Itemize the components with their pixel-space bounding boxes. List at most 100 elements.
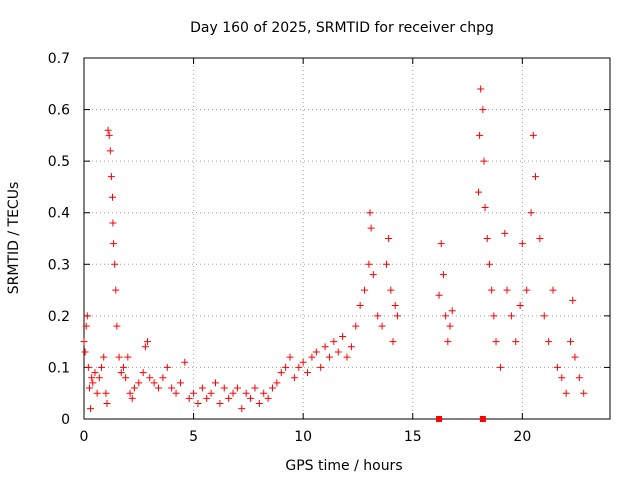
- data-point: [220, 384, 228, 392]
- y-tick-label: 0.1: [48, 360, 70, 376]
- data-points: [80, 85, 588, 413]
- data-point: [102, 389, 110, 397]
- data-point: [477, 85, 485, 93]
- grid-lines: [84, 58, 610, 419]
- data-point: [540, 312, 548, 320]
- x-tick-label: 5: [189, 429, 198, 445]
- data-point: [545, 338, 553, 346]
- data-point: [580, 389, 588, 397]
- y-axis-label: SRMTID / TECUs: [6, 182, 22, 295]
- data-point: [299, 358, 307, 366]
- data-point: [115, 353, 123, 361]
- data-point: [198, 384, 206, 392]
- data-point: [277, 369, 285, 377]
- data-point: [89, 379, 97, 387]
- data-point: [107, 173, 115, 181]
- data-point: [286, 353, 294, 361]
- data-point: [295, 363, 303, 371]
- data-point: [83, 312, 91, 320]
- data-point: [225, 394, 233, 402]
- data-point: [516, 302, 524, 310]
- data-point: [391, 302, 399, 310]
- data-point: [119, 363, 127, 371]
- data-point: [492, 338, 500, 346]
- data-point: [553, 363, 561, 371]
- data-point: [112, 286, 120, 294]
- data-point: [475, 188, 482, 196]
- data-point: [352, 322, 360, 330]
- zero-marker: [436, 416, 443, 422]
- y-tick-label: 0.6: [48, 103, 70, 119]
- data-point: [155, 384, 163, 392]
- data-point: [98, 363, 106, 371]
- data-point: [317, 363, 325, 371]
- data-point: [437, 240, 445, 248]
- data-point: [343, 353, 351, 361]
- data-point: [365, 260, 373, 268]
- data-point: [104, 126, 112, 134]
- data-point: [242, 389, 250, 397]
- data-point: [194, 400, 202, 408]
- data-point: [361, 286, 369, 294]
- data-point: [448, 307, 456, 315]
- zero-markers: [436, 416, 486, 422]
- plot-frame: [83, 57, 611, 420]
- data-point: [549, 286, 557, 294]
- data-point: [575, 374, 583, 382]
- data-point: [367, 224, 375, 232]
- data-point: [238, 405, 246, 413]
- data-point: [312, 348, 320, 356]
- data-point: [385, 235, 393, 242]
- x-tick-label: 0: [80, 429, 89, 445]
- data-point: [109, 219, 117, 227]
- data-point: [159, 374, 167, 382]
- data-point: [490, 312, 498, 320]
- data-point: [81, 348, 89, 356]
- data-point: [122, 374, 130, 382]
- data-point: [185, 394, 193, 402]
- data-point: [571, 353, 579, 361]
- data-point: [82, 322, 90, 330]
- data-point: [366, 209, 374, 217]
- data-point: [111, 260, 119, 268]
- data-point: [308, 353, 316, 361]
- y-tick-label: 0.4: [48, 206, 70, 222]
- data-point: [85, 384, 93, 392]
- y-tick-label: 0: [61, 412, 70, 428]
- data-point: [176, 379, 184, 387]
- data-point: [512, 338, 520, 346]
- data-point: [483, 235, 491, 242]
- data-point: [330, 338, 338, 346]
- data-point: [439, 271, 447, 279]
- data-point: [124, 353, 132, 361]
- data-point: [247, 394, 255, 402]
- data-point: [255, 400, 263, 408]
- data-point: [126, 389, 134, 397]
- zero-marker: [479, 416, 486, 422]
- data-point: [268, 384, 276, 392]
- data-point: [95, 374, 103, 382]
- data-point: [435, 291, 443, 299]
- data-point: [356, 302, 364, 310]
- data-point: [290, 374, 298, 382]
- data-point: [536, 235, 544, 242]
- data-point: [485, 260, 493, 268]
- x-tick-label: 10: [294, 429, 312, 445]
- data-point: [339, 332, 347, 340]
- data-point: [87, 405, 95, 413]
- data-point: [488, 286, 496, 294]
- data-point: [442, 312, 450, 320]
- data-point: [203, 394, 211, 402]
- data-point: [347, 343, 355, 351]
- data-point: [264, 394, 272, 402]
- data-point: [100, 353, 108, 361]
- data-point: [496, 363, 504, 371]
- x-tick-label: 15: [404, 429, 422, 445]
- data-point: [233, 384, 241, 392]
- data-point: [444, 338, 452, 346]
- data-point: [369, 271, 377, 279]
- data-point: [378, 322, 386, 330]
- data-point: [251, 384, 259, 392]
- y-tick-label: 0.2: [48, 309, 70, 325]
- data-point: [321, 343, 329, 351]
